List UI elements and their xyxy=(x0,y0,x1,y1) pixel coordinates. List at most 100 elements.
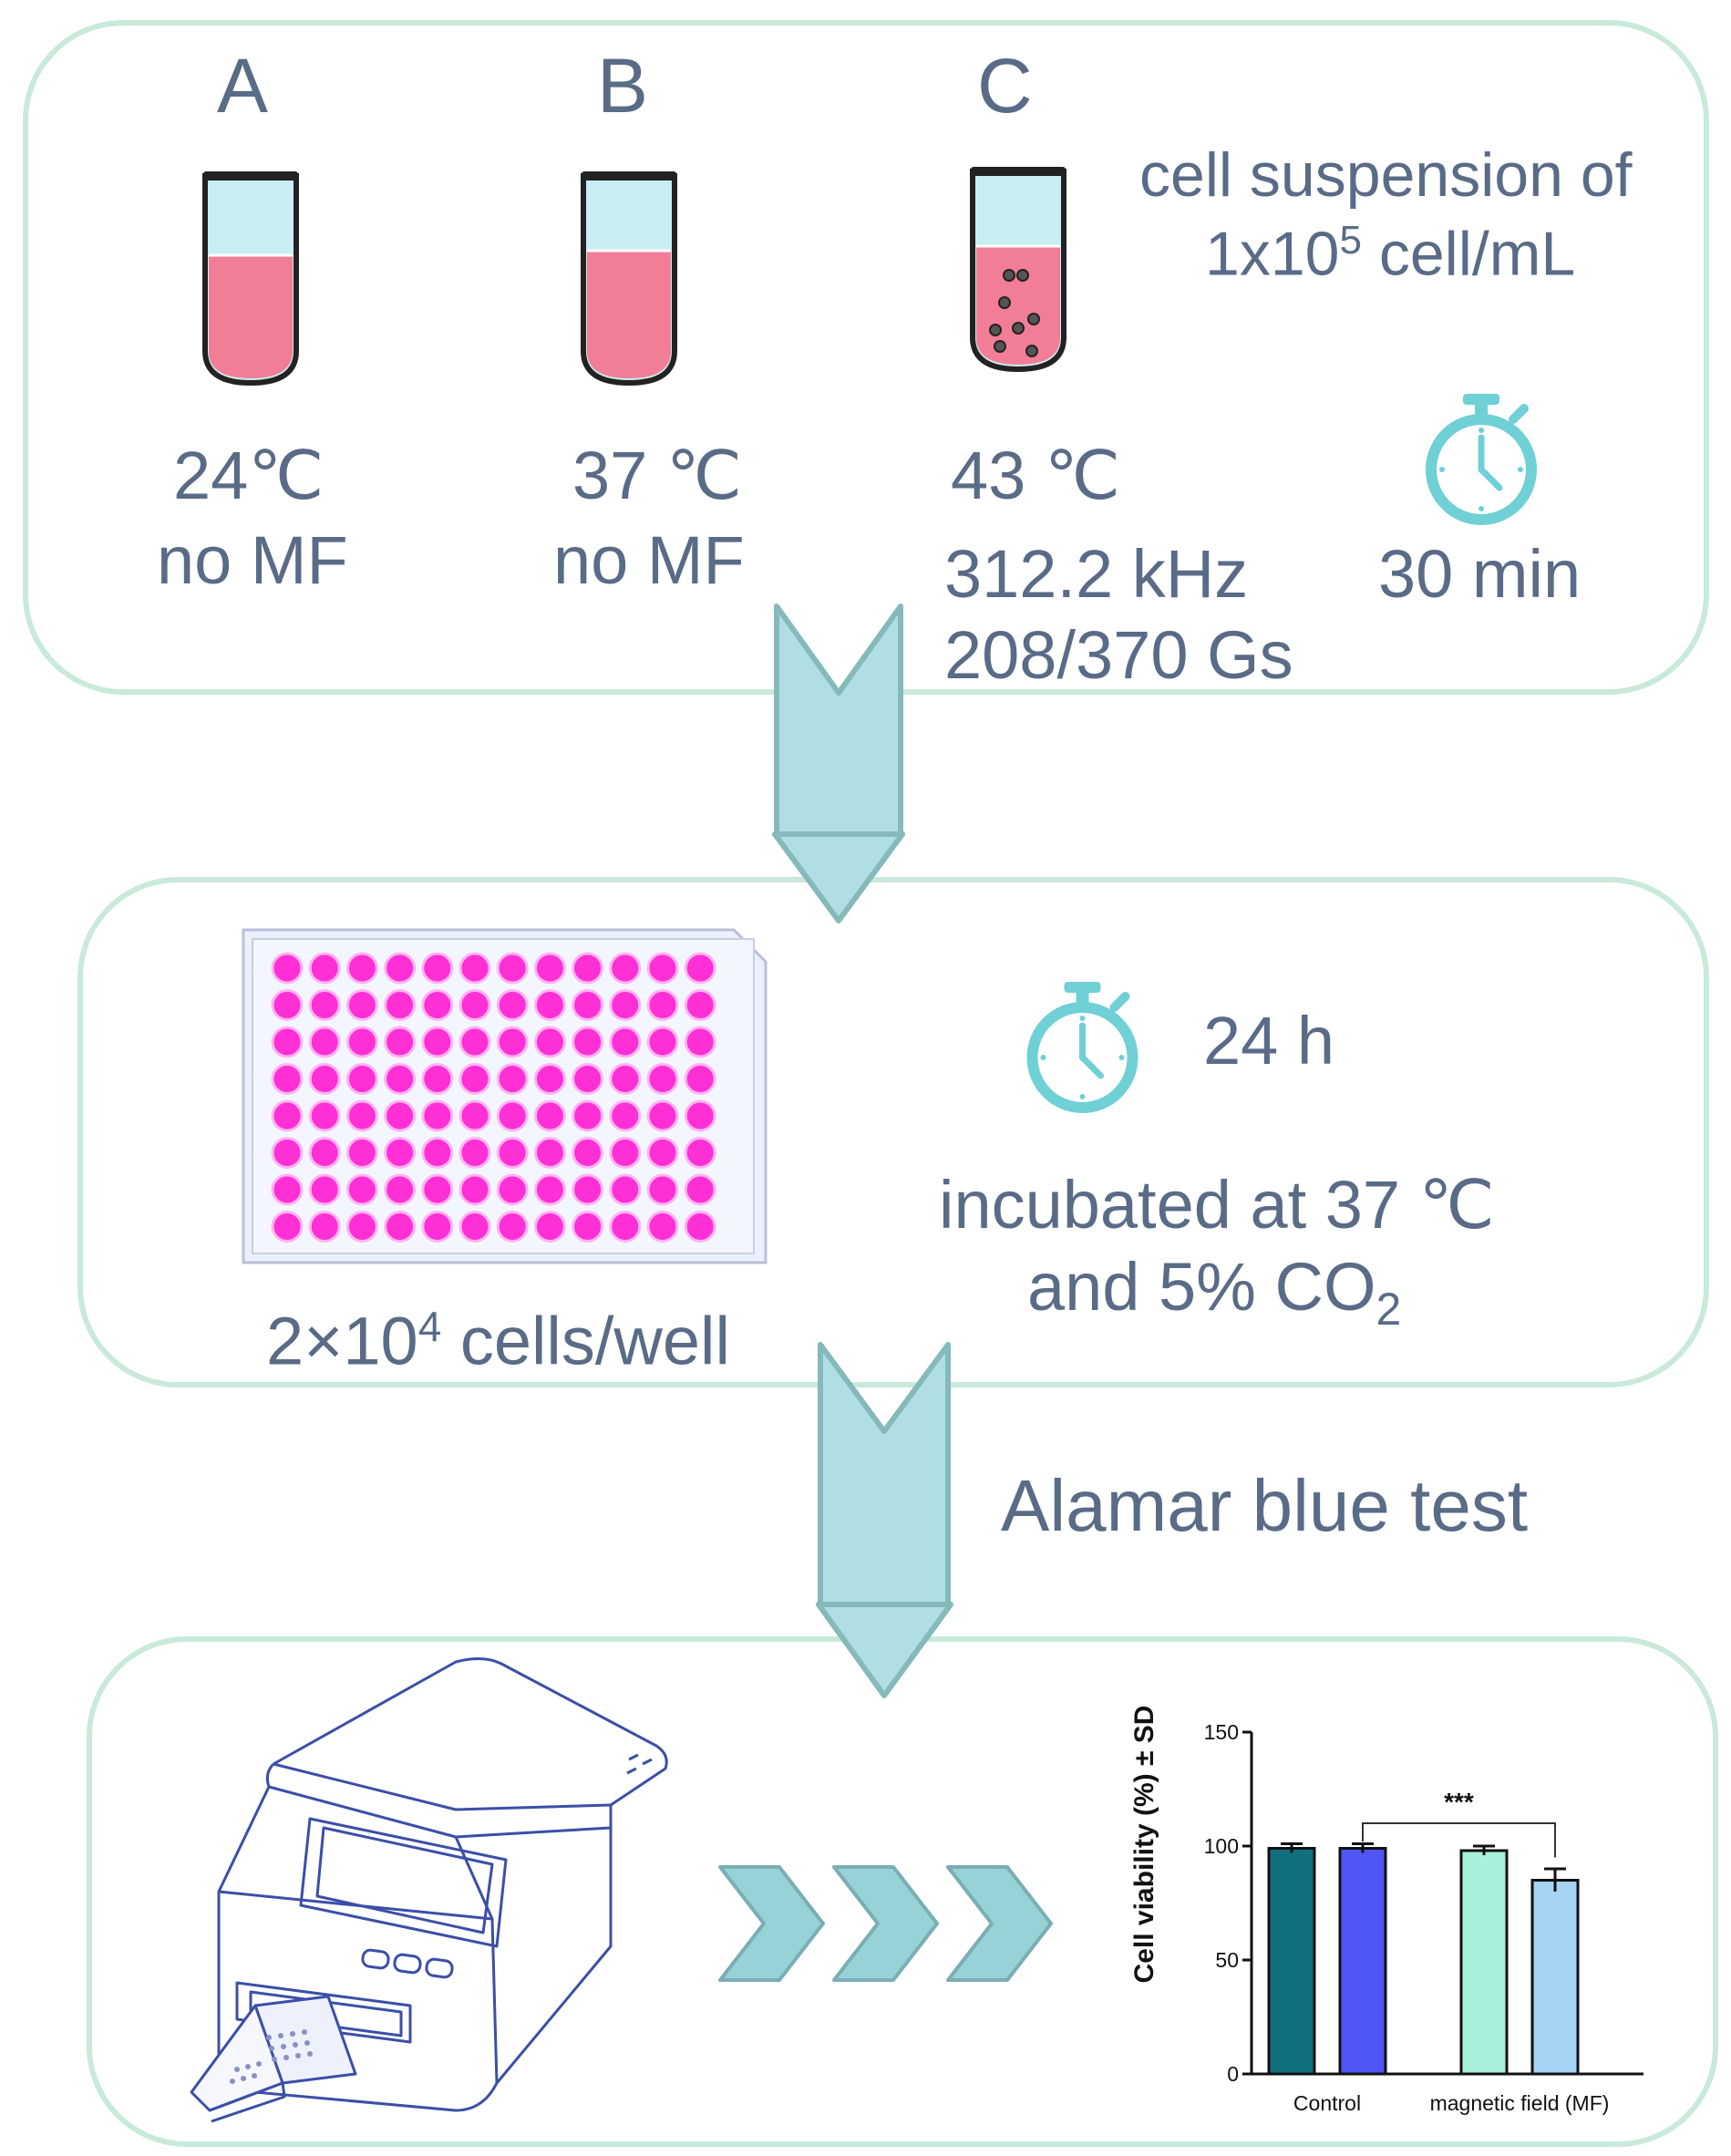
plate-well xyxy=(496,989,529,1021)
plate-well xyxy=(572,1211,604,1243)
plate-well xyxy=(421,1137,454,1169)
plate-well xyxy=(646,1211,679,1243)
plate-well xyxy=(271,1099,304,1132)
plate-well xyxy=(646,1026,679,1058)
plate-well xyxy=(384,1026,417,1058)
plate-well xyxy=(572,1063,604,1095)
plate-well xyxy=(459,1173,491,1206)
plate-well xyxy=(496,1211,529,1243)
plate-well xyxy=(496,1137,529,1169)
plate-well xyxy=(384,989,417,1021)
plate-well xyxy=(572,989,604,1021)
stopwatch-icon xyxy=(1426,394,1537,525)
tube-a-letter: A xyxy=(217,43,269,129)
cell-suspension-label: cell suspension of xyxy=(1139,140,1633,210)
plate-well xyxy=(271,1211,304,1243)
plate-well xyxy=(345,952,378,985)
plate-well xyxy=(421,989,454,1021)
plate-well xyxy=(384,952,417,985)
plate-well xyxy=(271,1137,304,1169)
plate-well xyxy=(308,1063,341,1095)
cell-concentration-prefix: 1x10 xyxy=(1205,219,1340,289)
plate-well xyxy=(345,1173,378,1206)
plate-well xyxy=(308,1026,341,1058)
plate-well xyxy=(609,989,642,1021)
tube-c-letter: C xyxy=(977,43,1033,129)
plate-well xyxy=(421,1173,454,1206)
plate-well xyxy=(609,1211,642,1243)
panel1-duration: 30 min xyxy=(1378,536,1582,612)
cell-concentration-unit: cell/mL xyxy=(1361,219,1576,289)
plate-well xyxy=(684,1026,716,1058)
plate-well xyxy=(459,1137,491,1169)
down-arrow-tip-icon xyxy=(816,1602,953,1698)
plate-well xyxy=(533,1211,566,1243)
tube-b-temperature: 37 ℃ xyxy=(572,438,742,513)
chart-significance-label: *** xyxy=(1444,1788,1474,1816)
tube-a-condition: no MF xyxy=(157,522,348,598)
plate-well xyxy=(572,1099,604,1132)
plate-well xyxy=(308,1173,341,1206)
plate-well xyxy=(496,952,529,985)
plate-well xyxy=(572,952,604,985)
plate-well xyxy=(684,952,716,985)
tube-c-nanoparticles-icon xyxy=(970,167,1066,373)
tube-a-temperature: 24℃ xyxy=(173,438,325,513)
plate-well xyxy=(609,952,642,985)
plate-well xyxy=(308,952,341,985)
plate-well xyxy=(459,1063,491,1095)
plate-well xyxy=(533,989,566,1021)
plate-well xyxy=(271,1173,304,1206)
plate-well xyxy=(459,1026,491,1058)
cell-concentration-label: 1x105 cell/mL xyxy=(1205,221,1575,285)
chart-y-tick-label: 100 xyxy=(1204,1834,1239,1858)
plate-well xyxy=(496,1099,529,1132)
plate-well xyxy=(684,1211,716,1243)
chart-group-label: Control xyxy=(1293,2091,1361,2115)
plate-well xyxy=(609,1137,642,1169)
plate-well xyxy=(308,1099,341,1132)
incubation-co2-prefix: and 5% CO xyxy=(1027,1249,1376,1325)
plate-well xyxy=(533,1137,566,1169)
plate-well xyxy=(533,1099,566,1132)
plate-well xyxy=(684,1063,716,1095)
plate-well xyxy=(646,989,679,1021)
chart-ylabel: Cell viability (%) ± SD xyxy=(1129,1706,1159,1984)
assay-step-label: Alamar blue test xyxy=(1001,1465,1529,1546)
plate-well xyxy=(496,1026,529,1058)
plate-well xyxy=(609,1099,642,1132)
plate-well xyxy=(646,952,679,985)
tube-a-icon xyxy=(202,171,299,387)
tube-c-frequency: 312.2 kHz xyxy=(944,536,1249,612)
tube-c-temperature: 43 ℃ xyxy=(951,438,1120,513)
incubation-duration: 24 h xyxy=(1203,1003,1335,1078)
stopwatch-icon xyxy=(1026,982,1139,1113)
cell-viability-chart: Cell viability (%) ± SD 0 50 100 150 Control… xyxy=(1129,1706,1643,2115)
plate-well xyxy=(384,1063,417,1095)
plate-well xyxy=(384,1137,417,1169)
tube-b-icon xyxy=(581,171,677,387)
plate-well xyxy=(271,1063,304,1095)
plate-well xyxy=(308,1137,341,1169)
plate-well xyxy=(646,1099,679,1132)
panel-heating-conditions xyxy=(23,20,1709,695)
plate-well xyxy=(421,1211,454,1243)
plate-well xyxy=(345,1137,378,1169)
tube-b-condition: no MF xyxy=(553,522,745,598)
plate-well xyxy=(533,952,566,985)
tube-b-letter: B xyxy=(597,43,649,129)
plate-well xyxy=(421,952,454,985)
chart-group-label: magnetic field (MF) xyxy=(1430,2091,1610,2115)
plate-well xyxy=(384,1173,417,1206)
plate-well xyxy=(496,1063,529,1095)
plate-well xyxy=(684,1173,716,1206)
plate-well xyxy=(345,1099,378,1132)
plate-well xyxy=(572,1137,604,1169)
chart-bar xyxy=(1530,1879,1580,2076)
cell-concentration-exponent: 5 xyxy=(1339,218,1362,263)
plate-well xyxy=(572,1173,604,1206)
96-well-plate-icon xyxy=(242,928,768,1264)
plate-well xyxy=(459,1099,491,1132)
chart-bar xyxy=(1338,1847,1387,2076)
plate-well xyxy=(345,1026,378,1058)
